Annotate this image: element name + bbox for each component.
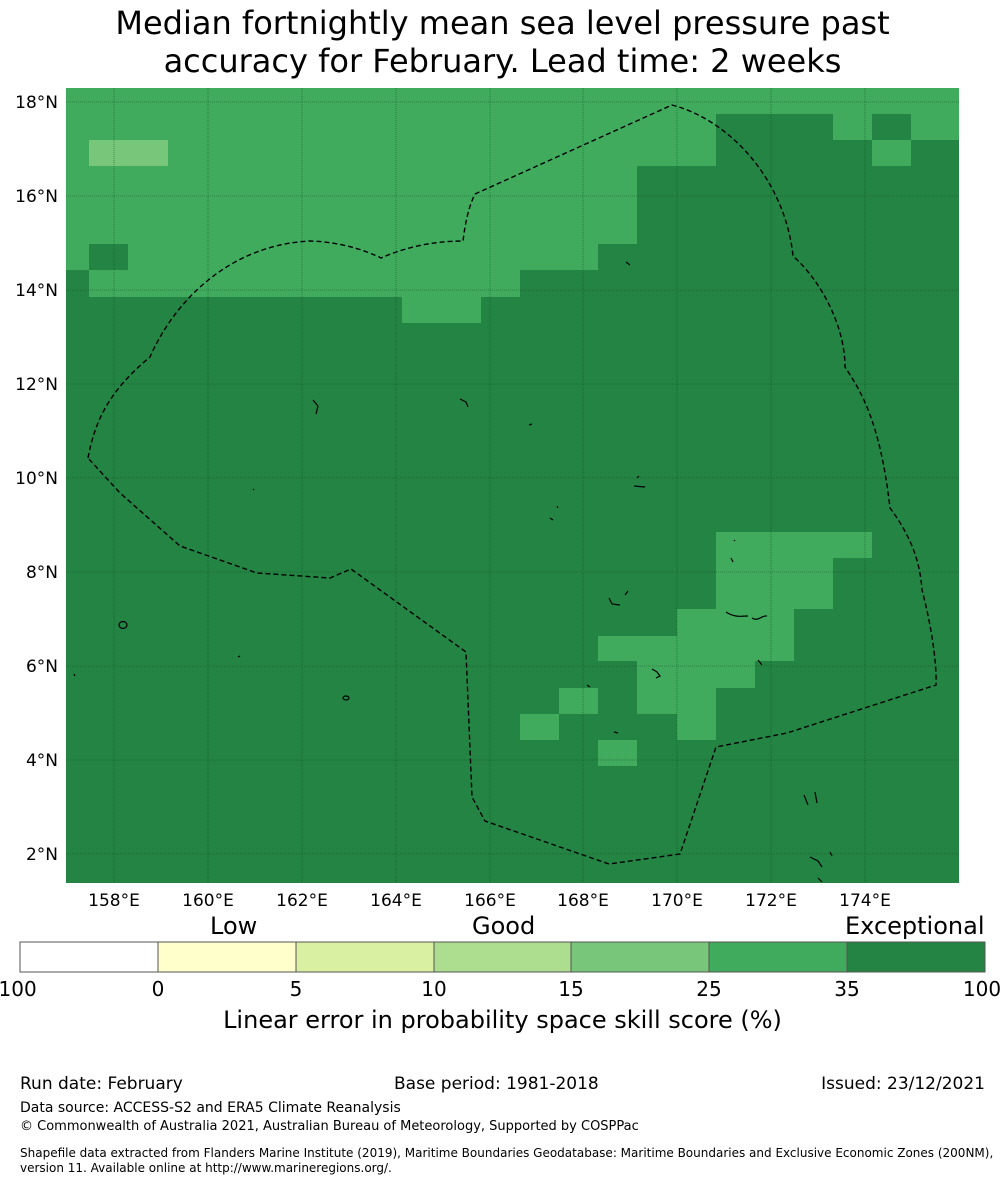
colorbar-tick: 5	[289, 977, 303, 1001]
eez-boundary	[87, 104, 937, 865]
island	[625, 261, 631, 266]
lat-label: 16°N	[15, 187, 58, 207]
map-title-line-2: accuracy for February. Lead time: 2 week…	[163, 42, 842, 80]
graticule	[66, 88, 959, 883]
good-plus-cell	[89, 140, 168, 166]
lon-label: 172°E	[745, 891, 797, 911]
colorbar-segment	[295, 941, 435, 973]
base-period: Base period: 1981-2018	[394, 1074, 599, 1094]
map-title-line-1: Median fortnightly mean sea level pressu…	[115, 4, 890, 42]
colorbar-segment	[708, 941, 848, 973]
island	[237, 655, 241, 658]
lon-label: 164°E	[370, 891, 422, 911]
southeast-very-good-region	[598, 532, 872, 740]
islands	[73, 261, 833, 883]
island	[312, 399, 319, 415]
lat-label: 10°N	[15, 469, 58, 489]
island	[725, 611, 768, 620]
colorbar-category-low: Low	[210, 912, 258, 940]
island	[252, 488, 255, 491]
island	[118, 620, 128, 630]
island	[608, 590, 629, 606]
colorbar-tick: -100	[0, 977, 37, 1001]
lon-label: 170°E	[651, 891, 703, 911]
island	[613, 731, 619, 734]
colorbar-segment	[570, 941, 710, 973]
exceptional-cell-northeast	[872, 114, 911, 140]
lat-label: 18°N	[15, 93, 58, 113]
lon-label: 162°E	[276, 891, 328, 911]
lon-label: 160°E	[182, 891, 234, 911]
colorbar-tick: 100	[962, 977, 1002, 1001]
northeast-very-good-cell-2	[833, 114, 872, 140]
lon-label: 166°E	[464, 891, 516, 911]
lat-label: 12°N	[15, 375, 58, 395]
colorbar-label: Linear error in probability space skill …	[223, 1006, 782, 1034]
island	[586, 684, 591, 688]
copyright: © Commonwealth of Australia 2021, Austra…	[20, 1119, 639, 1134]
island	[459, 398, 469, 408]
run-date: Run date: February	[20, 1074, 183, 1094]
island	[342, 695, 350, 701]
island	[809, 851, 833, 883]
colorbar-segment	[846, 941, 986, 973]
skill-map: 18°N 16°N 14°N 12°N 10°N 8°N 6°N 4°N 2°N…	[15, 88, 986, 973]
island	[73, 673, 76, 677]
lon-label: 168°E	[557, 891, 609, 911]
colorbar-tick: 10	[421, 977, 447, 1001]
island	[549, 505, 559, 521]
colorbar-tick: 0	[151, 977, 165, 1001]
island	[803, 791, 818, 806]
lat-label: 14°N	[15, 281, 58, 301]
exceptional-cell-northwest	[89, 244, 128, 270]
lat-label: 2°N	[26, 845, 58, 865]
shapefile-credit: Shapefile data extracted from Flanders M…	[20, 1146, 994, 1175]
colorbar-segment	[433, 941, 572, 973]
lat-label: 4°N	[26, 751, 58, 771]
northeast-very-good-cell	[872, 140, 911, 166]
colorbar-tick: 25	[696, 977, 722, 1001]
colorbar-category-good: Good	[472, 912, 536, 940]
colorbar-tick: 15	[558, 977, 584, 1001]
island	[651, 668, 661, 679]
south-very-good-cell-1	[559, 688, 598, 714]
south-very-good-cell-2	[520, 714, 559, 740]
island	[757, 659, 763, 666]
issued-date: Issued: 23/12/2021	[821, 1074, 985, 1094]
colorbar-category-exceptional: Exceptional	[845, 912, 985, 940]
lat-label: 8°N	[26, 563, 58, 583]
colorbar-tick: 35	[834, 977, 860, 1001]
northern-very-good-region	[66, 88, 959, 323]
lon-label: 158°E	[88, 891, 140, 911]
island	[633, 475, 646, 488]
colorbar-segment	[19, 941, 159, 973]
lat-label: 6°N	[26, 657, 58, 677]
data-source: Data source: ACCESS-S2 and ERA5 Climate …	[20, 1100, 401, 1116]
colorbar	[19, 941, 986, 973]
island	[528, 423, 533, 426]
very-good-zone	[66, 88, 959, 766]
colorbar-segment	[157, 941, 297, 973]
south-very-good-cell-3	[598, 740, 637, 766]
island	[730, 539, 736, 563]
lon-label: 174°E	[839, 891, 891, 911]
